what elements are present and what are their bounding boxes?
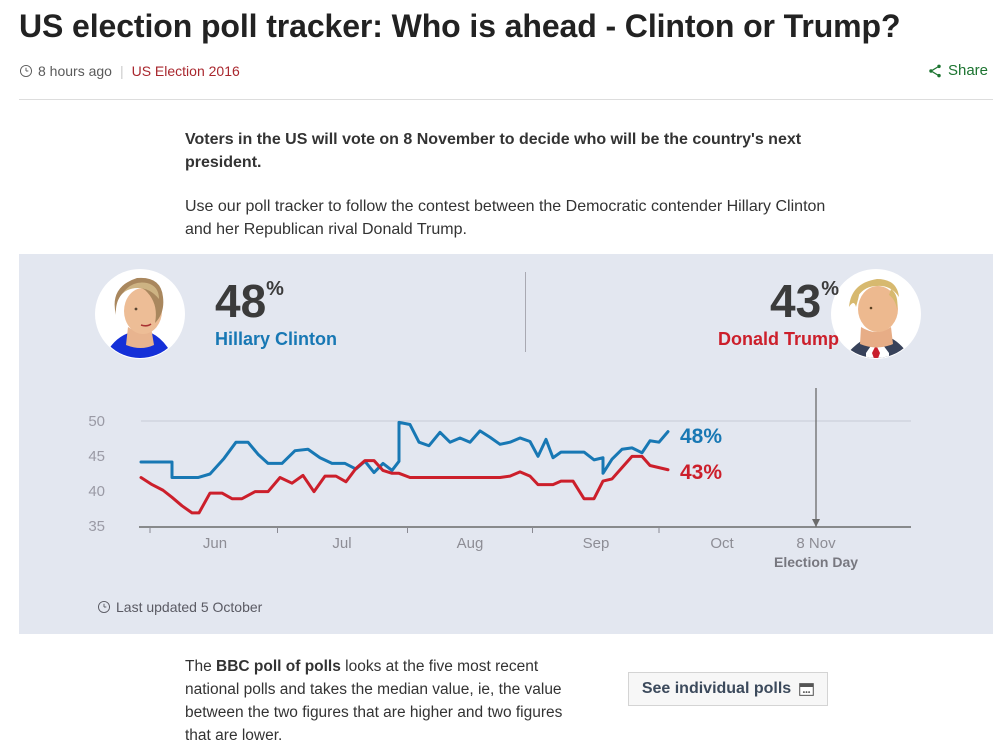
svg-text:35: 35 xyxy=(88,518,105,535)
svg-text:48%: 48% xyxy=(680,425,722,448)
svg-text:40: 40 xyxy=(88,483,105,500)
svg-text:8 Nov: 8 Nov xyxy=(796,535,836,552)
svg-text:Sep: Sep xyxy=(583,535,610,552)
svg-text:Election Day: Election Day xyxy=(774,554,858,570)
svg-text:Jun: Jun xyxy=(203,535,227,552)
svg-text:50: 50 xyxy=(88,413,105,430)
svg-text:Aug: Aug xyxy=(457,535,484,552)
svg-text:43%: 43% xyxy=(680,461,722,484)
svg-text:45: 45 xyxy=(88,448,105,465)
svg-text:Oct: Oct xyxy=(710,535,734,552)
svg-text:Jul: Jul xyxy=(332,535,351,552)
